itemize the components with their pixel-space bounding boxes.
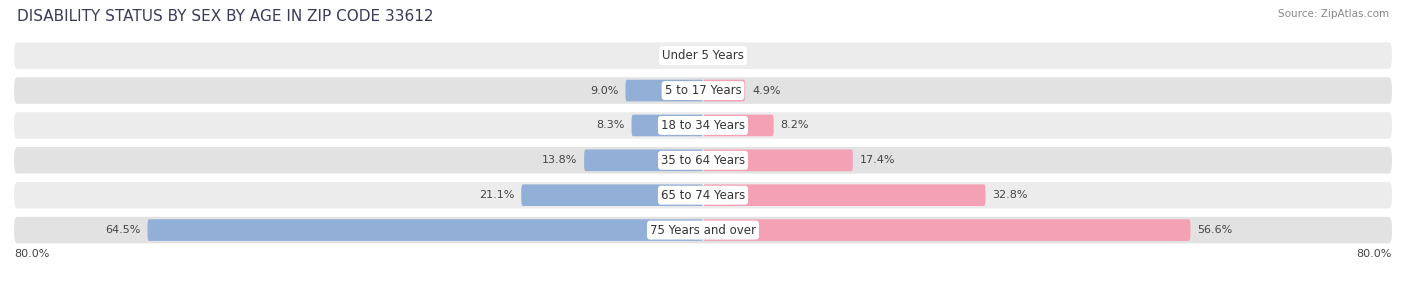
- Legend: Male, Female: Male, Female: [637, 302, 769, 304]
- Text: 65 to 74 Years: 65 to 74 Years: [661, 189, 745, 202]
- Text: 75 Years and over: 75 Years and over: [650, 224, 756, 237]
- Text: 21.1%: 21.1%: [479, 190, 515, 200]
- Text: 8.2%: 8.2%: [780, 120, 808, 130]
- Text: 17.4%: 17.4%: [859, 155, 896, 165]
- FancyBboxPatch shape: [703, 185, 986, 206]
- FancyBboxPatch shape: [14, 217, 1392, 243]
- FancyBboxPatch shape: [703, 80, 745, 101]
- Text: 56.6%: 56.6%: [1198, 225, 1233, 235]
- Text: 80.0%: 80.0%: [14, 249, 49, 259]
- Text: 4.9%: 4.9%: [752, 85, 780, 95]
- Text: Source: ZipAtlas.com: Source: ZipAtlas.com: [1278, 9, 1389, 19]
- FancyBboxPatch shape: [14, 182, 1392, 209]
- FancyBboxPatch shape: [14, 147, 1392, 174]
- Text: 64.5%: 64.5%: [105, 225, 141, 235]
- FancyBboxPatch shape: [631, 115, 703, 136]
- Text: 8.3%: 8.3%: [596, 120, 624, 130]
- FancyBboxPatch shape: [522, 185, 703, 206]
- FancyBboxPatch shape: [583, 150, 703, 171]
- Text: 80.0%: 80.0%: [1357, 249, 1392, 259]
- FancyBboxPatch shape: [626, 80, 703, 101]
- Text: 9.0%: 9.0%: [591, 85, 619, 95]
- FancyBboxPatch shape: [703, 115, 773, 136]
- Text: Under 5 Years: Under 5 Years: [662, 49, 744, 62]
- FancyBboxPatch shape: [703, 219, 1191, 241]
- Text: 13.8%: 13.8%: [541, 155, 578, 165]
- Text: 35 to 64 Years: 35 to 64 Years: [661, 154, 745, 167]
- Text: 0.0%: 0.0%: [716, 51, 744, 61]
- Text: 32.8%: 32.8%: [993, 190, 1028, 200]
- Text: 0.0%: 0.0%: [662, 51, 690, 61]
- FancyBboxPatch shape: [14, 112, 1392, 139]
- FancyBboxPatch shape: [703, 150, 853, 171]
- Text: DISABILITY STATUS BY SEX BY AGE IN ZIP CODE 33612: DISABILITY STATUS BY SEX BY AGE IN ZIP C…: [17, 9, 433, 24]
- Text: 18 to 34 Years: 18 to 34 Years: [661, 119, 745, 132]
- FancyBboxPatch shape: [148, 219, 703, 241]
- FancyBboxPatch shape: [14, 43, 1392, 69]
- Text: 5 to 17 Years: 5 to 17 Years: [665, 84, 741, 97]
- FancyBboxPatch shape: [14, 77, 1392, 104]
